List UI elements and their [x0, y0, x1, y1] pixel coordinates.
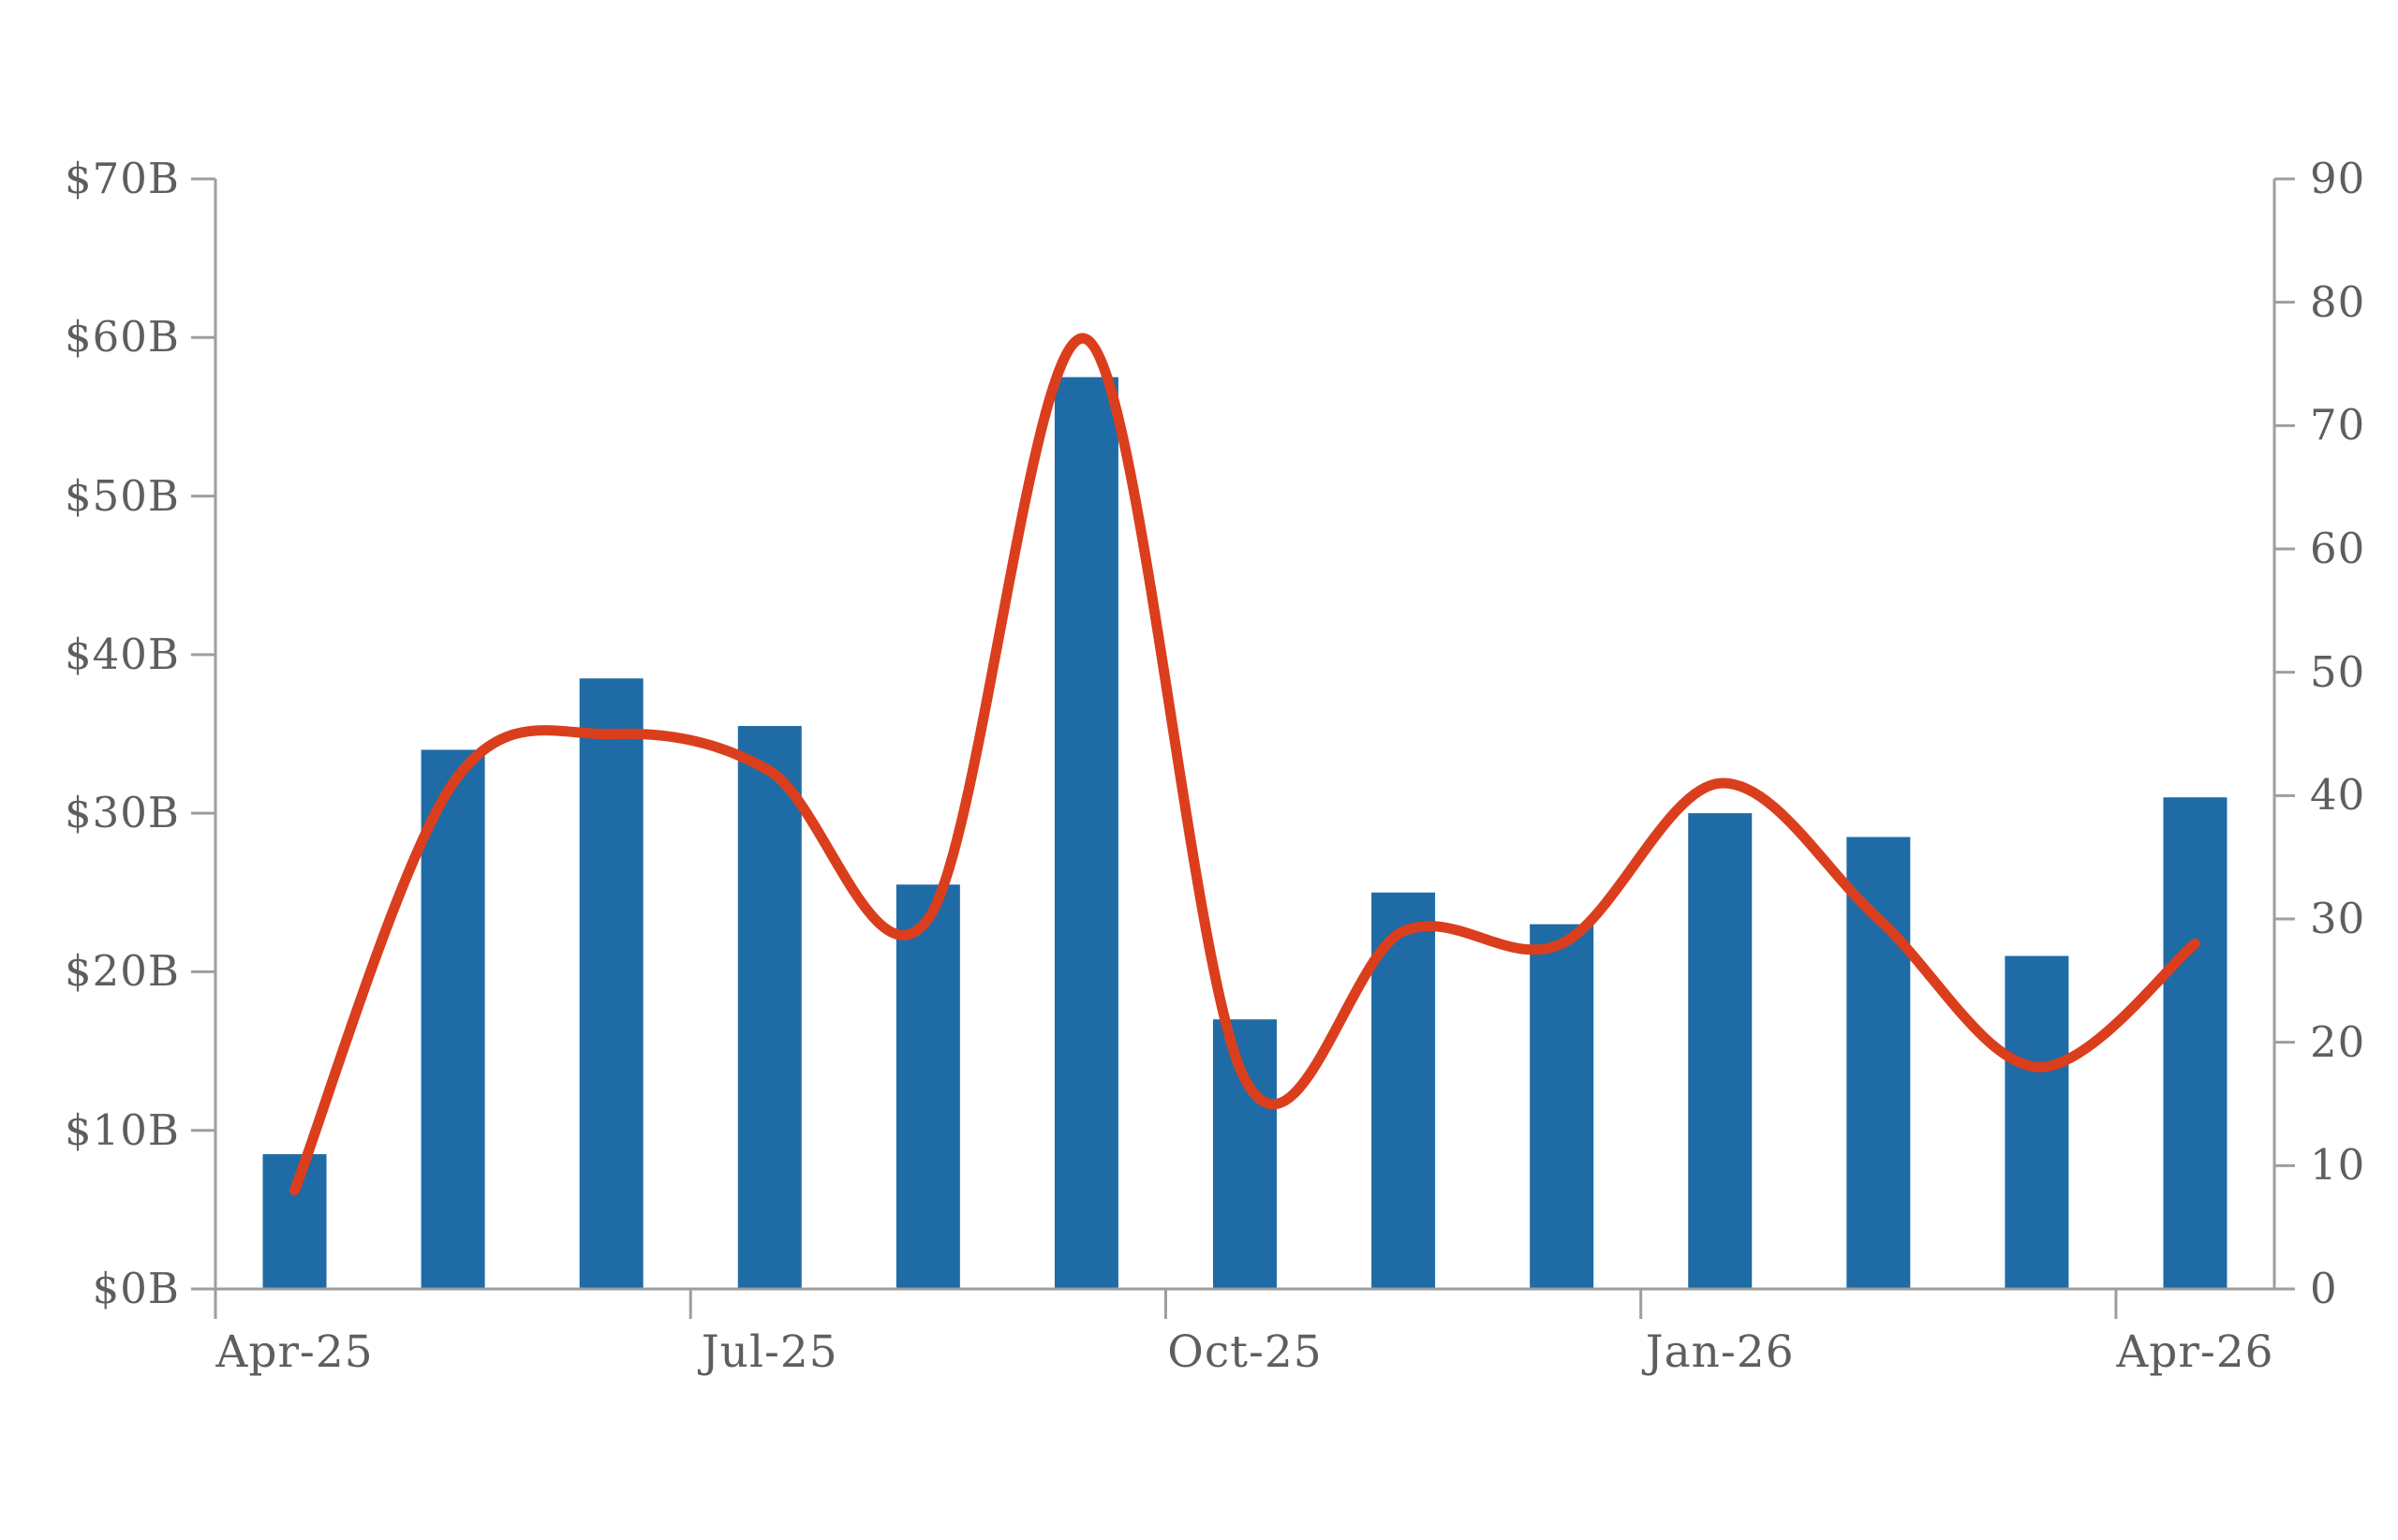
y-axis-right-tick-label: 20 — [2310, 1016, 2366, 1067]
bar — [1530, 924, 1594, 1289]
y-axis-right-tick-label: 40 — [2310, 770, 2366, 821]
y-axis-left-tick-label: $10B — [65, 1104, 180, 1155]
trend-line — [289, 333, 2200, 1196]
y-axis-right-tick-label: 90 — [2310, 154, 2366, 203]
y-axis-left-tick-label: $40B — [65, 629, 180, 679]
y-axis-left-tick-label: $20B — [65, 946, 180, 997]
bar — [896, 884, 960, 1289]
y-axis-left-tick-label: $0B — [92, 1264, 180, 1313]
bar — [1054, 377, 1118, 1289]
bar — [2163, 797, 2228, 1289]
bar — [2005, 955, 2069, 1289]
bar — [421, 749, 485, 1289]
y-axis-right-tick-label: 30 — [2310, 894, 2366, 943]
x-axis-tick-label: Oct-25 — [1167, 1326, 1323, 1378]
y-axis-right-tick-label: 0 — [2310, 1264, 2338, 1313]
y-axis-left-tick-label: $50B — [65, 470, 180, 521]
bar — [579, 678, 644, 1289]
y-axis-left-tick-label: $70B — [65, 154, 180, 203]
x-axis-tick-label: Apr-26 — [2116, 1326, 2274, 1378]
y-axis-right-tick-label: 50 — [2310, 646, 2366, 697]
bar — [1688, 813, 1753, 1289]
y-axis-right-tick-label: 60 — [2310, 524, 2366, 573]
x-axis-tick-label: Apr-25 — [215, 1326, 374, 1378]
bar — [262, 1154, 327, 1289]
y-axis-left-tick-label: $30B — [65, 788, 180, 838]
y-axis-left-tick-label: $60B — [65, 312, 180, 363]
bar — [1371, 892, 1436, 1289]
y-axis-right-tick-label: 80 — [2310, 276, 2366, 327]
bar — [1213, 1019, 1277, 1289]
bar — [737, 726, 802, 1289]
x-axis-tick-label: Jul-25 — [701, 1326, 838, 1378]
x-axis-tick-label: Jan-26 — [1645, 1326, 1795, 1378]
y-axis-right-tick-label: 70 — [2310, 400, 2366, 451]
bar — [1846, 837, 1911, 1289]
y-axis-right-tick-label: 10 — [2310, 1140, 2366, 1191]
